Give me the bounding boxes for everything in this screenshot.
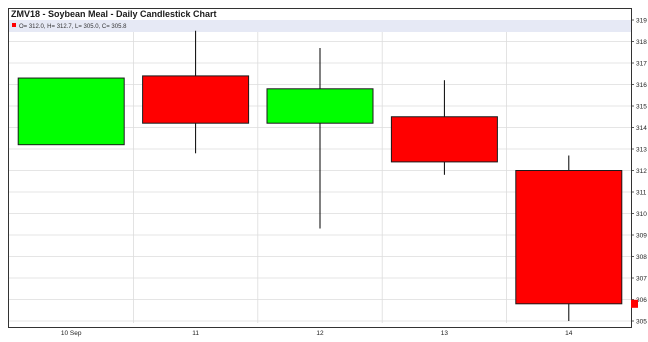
chart-title: ZMV18 - Soybean Meal - Daily Candlestick… [11, 9, 217, 19]
candles-group [17, 30, 623, 321]
legend-ohlc-text: O= 312.0, H= 312.7, L= 305.0, C= 305.8 [19, 24, 127, 30]
candle-body [390, 116, 498, 163]
candle-body [142, 75, 250, 124]
candle-body [515, 170, 623, 305]
y-tick-label: 311 [636, 190, 647, 197]
y-tick-label: 310 [636, 211, 647, 218]
candle-body [266, 88, 374, 124]
x-tick-label: 14 [565, 330, 573, 337]
x-tick-label: 11 [192, 330, 199, 337]
y-tick-label: 305 [636, 319, 647, 326]
x-tick-label: 10 Sep [61, 330, 82, 337]
y-tick-label: 309 [636, 233, 647, 240]
y-tick-label: 316 [636, 82, 647, 89]
y-tick-label: 314 [636, 125, 647, 132]
candle-body [17, 77, 125, 146]
y-tick-label: 317 [636, 61, 647, 68]
y-tick-label: 312 [636, 168, 647, 175]
legend-swatch [12, 23, 16, 27]
y-axis-ticks: 319 318 317 316 315 314 313 312 311 310 309 308 307 3… [631, 18, 647, 326]
y-tick-label: 315 [636, 104, 647, 111]
y-tick-label: 313 [636, 147, 647, 154]
x-tick-label: 12 [316, 330, 324, 337]
y-tick-label: 306 [636, 297, 647, 304]
x-tick-label: 13 [441, 330, 449, 337]
last-price-tag [631, 299, 638, 308]
y-tick-label: 307 [636, 276, 647, 283]
y-tick-label: 308 [636, 254, 647, 261]
legend-bar [9, 20, 631, 32]
y-tick-label: 318 [636, 39, 647, 46]
y-tick-label: 319 [636, 18, 647, 25]
x-axis-ticks: 10 Sep 11 12 13 14 [61, 330, 573, 337]
